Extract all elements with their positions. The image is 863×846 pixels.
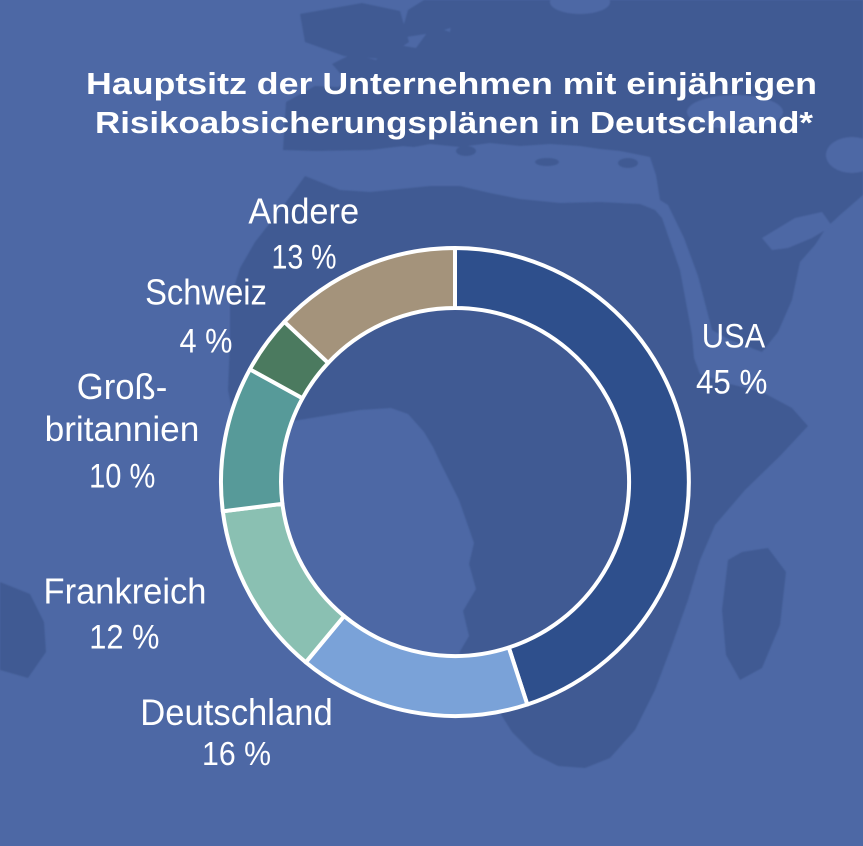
svg-text:britannien: britannien xyxy=(45,410,200,449)
svg-text:16 %: 16 % xyxy=(202,735,271,772)
svg-text:Schweiz: Schweiz xyxy=(145,271,267,312)
svg-text:Frankreich: Frankreich xyxy=(44,571,207,612)
svg-text:45 %: 45 % xyxy=(696,363,767,401)
svg-text:12 %: 12 % xyxy=(89,618,159,656)
svg-text:Hauptsitz der Unternehmen mit: Hauptsitz der Unternehmen mit einjährige… xyxy=(86,67,817,101)
svg-text:Groß-: Groß- xyxy=(77,366,168,407)
svg-text:Risikoabsicherungsplänen in De: Risikoabsicherungsplänen in Deutschland* xyxy=(95,106,813,140)
svg-text:4 %: 4 % xyxy=(180,322,233,360)
svg-text:10 %: 10 % xyxy=(89,458,155,496)
svg-text:Andere: Andere xyxy=(248,190,359,231)
svg-text:USA: USA xyxy=(702,318,766,356)
svg-text:13 %: 13 % xyxy=(271,239,336,277)
svg-text:Deutschland: Deutschland xyxy=(140,691,333,733)
